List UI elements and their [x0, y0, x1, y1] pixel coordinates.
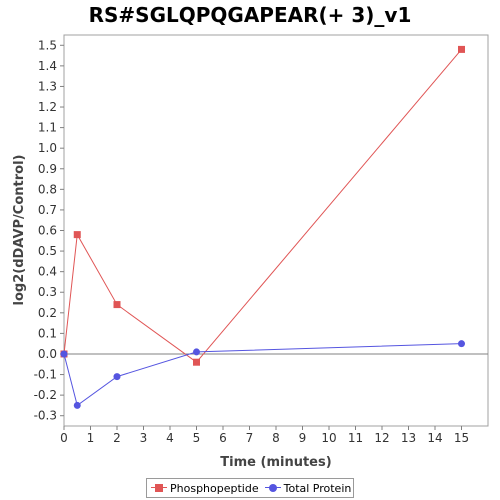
x-tick-label: 10 [321, 431, 336, 445]
x-tick-label: 6 [219, 431, 227, 445]
chart-title: RS#SGLQPQGAPEAR(+ 3)_v1 [88, 3, 412, 27]
x-tick-label: 14 [427, 431, 442, 445]
legend-item-total-protein: Total Protein [264, 481, 352, 495]
circle-marker-icon [264, 483, 281, 493]
x-tick-label: 5 [193, 431, 201, 445]
axis-ticks: 0 1 2 3 4 5 6 7 8 9 10 11 12 13 14 15-0.3-0.2-0.10.00.1… [34, 38, 470, 445]
data-point-total-protein [60, 350, 68, 358]
y-tick-label: -0.2 [34, 388, 57, 402]
data-point-phosphopeptide [193, 358, 200, 366]
x-tick-label: 4 [166, 431, 174, 445]
x-tick-label: 9 [299, 431, 307, 445]
data-point-total-protein [73, 401, 81, 409]
data-point-phosphopeptide [73, 231, 81, 239]
y-tick-label: -0.1 [34, 368, 57, 382]
x-tick-label: 1 [87, 431, 95, 445]
data-point-total-protein [113, 373, 121, 381]
data-point-phosphopeptide [113, 301, 121, 309]
legend-label-total-protein: Total Protein [283, 481, 352, 495]
square-marker-icon [151, 483, 167, 493]
y-tick-label: 0.0 [38, 347, 57, 361]
legend-mark-phosphopeptide [155, 484, 163, 492]
x-tick-label: 15 [454, 431, 469, 445]
data-point-total-protein [458, 340, 465, 348]
legend: Phosphopeptide Total Protein [146, 478, 354, 498]
y-tick-label: 1.1 [38, 121, 57, 135]
y-axis-label: log2(dDAVP/Control) [12, 155, 27, 306]
y-tick-label: 1.4 [38, 59, 57, 73]
x-tick-label: 7 [246, 431, 254, 445]
legend-label-phosphopeptide: Phosphopeptide [170, 481, 259, 495]
x-tick-label: 3 [140, 431, 148, 445]
series-layer [60, 45, 465, 409]
y-tick-label: 0.2 [38, 306, 57, 320]
x-tick-label: 13 [401, 431, 416, 445]
y-tick-label: 0.7 [38, 203, 57, 217]
x-tick-label: 0 [60, 431, 68, 445]
x-tick-label: 2 [113, 431, 121, 445]
y-tick-label: 1.3 [38, 79, 57, 93]
x-tick-label: 8 [272, 431, 280, 445]
x-tick-label: 12 [374, 431, 389, 445]
y-tick-label: 0.5 [38, 244, 57, 258]
y-tick-label: -0.3 [34, 409, 57, 423]
y-tick-label: 0.4 [38, 265, 57, 279]
y-tick-label: 0.3 [38, 285, 57, 299]
y-tick-label: 1.0 [38, 141, 57, 155]
y-tick-label: 0.9 [38, 162, 57, 176]
data-point-phosphopeptide [458, 45, 465, 53]
x-tick-label: 11 [348, 431, 363, 445]
y-tick-label: 0.8 [38, 182, 57, 196]
data-point-total-protein [193, 348, 200, 356]
plot-area [63, 34, 489, 427]
y-tick-label: 1.2 [38, 100, 57, 114]
y-tick-label: 0.6 [38, 224, 57, 238]
y-tick-label: 1.5 [38, 38, 57, 52]
legend-mark-total-protein [268, 484, 277, 492]
y-tick-label: 0.1 [38, 326, 57, 340]
legend-item-phosphopeptide: Phosphopeptide [151, 482, 259, 495]
x-axis-label: Time (minutes) [220, 455, 331, 470]
